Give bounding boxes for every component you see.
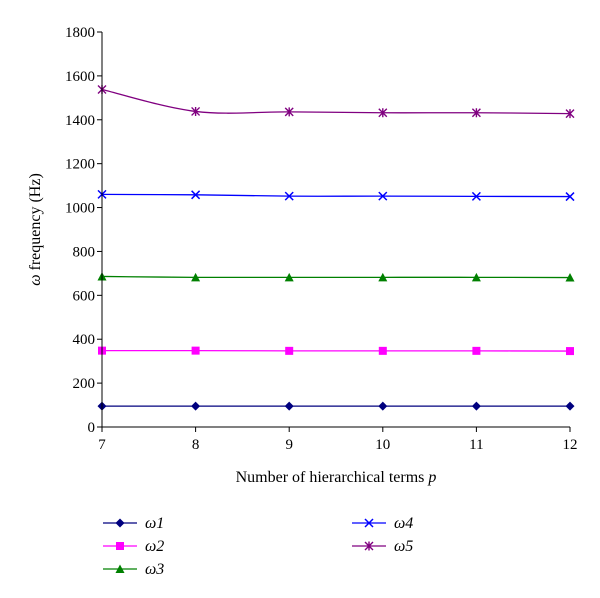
y-tick-label: 1000 — [65, 201, 95, 217]
y-tick-label: 600 — [73, 288, 96, 304]
data-point — [285, 346, 294, 355]
series-2 — [98, 346, 574, 356]
series-line — [101, 88, 571, 115]
legend-marker — [115, 518, 125, 528]
data-point — [191, 401, 201, 411]
legend-label: ω3 — [145, 561, 164, 578]
x-axis-title: Number of hierarchical terms p — [236, 469, 437, 486]
legend-item: ω5 — [352, 538, 413, 555]
legend-marker — [364, 518, 374, 528]
data-point — [472, 346, 481, 355]
data-point — [566, 347, 574, 356]
y-tick-label: 1400 — [65, 113, 95, 129]
data-point — [284, 191, 294, 201]
series-line — [101, 275, 571, 279]
x-tick-label: 8 — [192, 437, 200, 453]
series-1 — [97, 401, 575, 411]
series-3 — [97, 271, 575, 282]
data-point — [471, 401, 481, 411]
data-point — [565, 192, 575, 202]
legend-item: ω2 — [103, 538, 164, 555]
data-point — [471, 108, 481, 118]
legend-marker — [116, 542, 124, 550]
x-tick-label: 12 — [563, 437, 578, 453]
data-point — [378, 346, 387, 355]
data-point — [565, 273, 575, 282]
y-axis-title-main: frequency (Hz) — [27, 173, 44, 274]
y-tick-label: 1800 — [65, 25, 95, 41]
data-point — [565, 109, 575, 119]
legend-marker — [115, 564, 125, 573]
data-point — [284, 272, 294, 282]
data-point — [191, 272, 201, 282]
x-tick-label: 10 — [375, 437, 390, 453]
data-point — [471, 272, 481, 282]
data-point — [191, 106, 201, 116]
x-tick-label: 11 — [469, 437, 483, 453]
y-tick-label: 800 — [73, 244, 96, 260]
data-point — [191, 346, 200, 355]
data-point — [565, 401, 575, 411]
series-4 — [97, 189, 575, 202]
series-5 — [97, 84, 575, 119]
data-point — [284, 107, 294, 117]
y-axis-title: ω frequency (Hz) — [27, 173, 44, 286]
x-tick-label: 9 — [285, 437, 293, 453]
legend-label: ω4 — [394, 515, 413, 532]
series-layer — [97, 84, 575, 411]
y-axis-title-var: ω — [27, 274, 44, 285]
legend-label: ω5 — [394, 538, 413, 555]
legend-marker — [364, 541, 374, 551]
y-tick-label: 1200 — [65, 157, 95, 173]
data-point — [378, 401, 388, 411]
y-tick-label: 200 — [73, 376, 96, 392]
y-tick-label: 0 — [88, 420, 96, 436]
data-point — [284, 401, 294, 411]
legend-item: ω3 — [103, 561, 164, 578]
series-line — [101, 193, 571, 198]
x-axis-title-main: Number of hierarchical terms — [236, 469, 429, 486]
data-point — [378, 191, 388, 201]
legend-label: ω1 — [145, 515, 164, 532]
legend-item: ω1 — [103, 515, 164, 532]
legend: ω1 ω2 ω3 ω4 ω5 — [103, 515, 413, 578]
data-point — [191, 190, 201, 200]
x-axis-ticks: 7 8 9 10 11 12 — [98, 427, 578, 453]
legend-label: ω2 — [145, 538, 164, 555]
data-point — [471, 191, 481, 201]
x-tick-label: 7 — [98, 437, 106, 453]
legend-item: ω4 — [352, 515, 413, 532]
y-tick-label: 400 — [73, 332, 96, 348]
data-point — [378, 108, 388, 118]
data-point — [378, 272, 388, 282]
y-tick-label: 1600 — [65, 69, 95, 85]
y-axis-ticks: 0 200 400 600 800 1000 1200 1400 1600 1800 — [65, 25, 102, 436]
x-axis-title-var: p — [427, 469, 436, 486]
